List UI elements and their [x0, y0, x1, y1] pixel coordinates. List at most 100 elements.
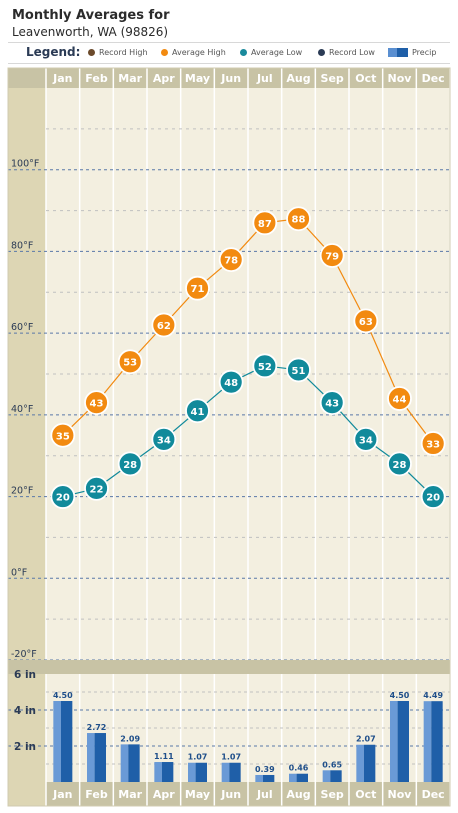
- precip-value-label: 1.07: [221, 753, 241, 762]
- chart-frame: [7, 67, 451, 807]
- average-high-point: [185, 275, 210, 301]
- average-low-value-label: 48: [224, 378, 238, 389]
- average-high-point: [84, 390, 109, 416]
- month-label-top: Dec: [422, 72, 445, 85]
- month-label-top: Oct: [355, 72, 376, 85]
- precip-bar: [330, 770, 342, 782]
- temperature-tick-label: 60°F: [11, 322, 33, 333]
- average-low-value-label: 20: [426, 493, 440, 504]
- average-high-value-label: 35: [56, 431, 70, 442]
- average-high-point: [286, 206, 311, 232]
- precip-bar-light: [120, 744, 129, 782]
- record-low-dot-icon: [318, 49, 325, 56]
- month-label-bottom: Feb: [85, 788, 108, 801]
- precip-value-label: 2.72: [87, 723, 107, 732]
- legend-item-record-low: Record Low: [318, 48, 375, 57]
- month-label-top: Aug: [286, 72, 310, 85]
- temperature-tick-label: 100°F: [11, 159, 39, 170]
- precip-bar: [397, 701, 409, 782]
- precip-bar: [60, 701, 73, 782]
- precip-value-label: 1.11: [154, 752, 174, 761]
- average-low-point: [420, 484, 446, 509]
- chart-separator-band: [8, 660, 450, 674]
- average-high-point: [117, 349, 143, 375]
- month-footer-band: [8, 782, 450, 806]
- month-label-bottom: Apr: [153, 788, 175, 801]
- precip-axis-panel: [8, 674, 46, 782]
- temperature-tick-label: 0°F: [11, 567, 27, 578]
- average-high-value-label: 53: [123, 358, 137, 369]
- average-high-value-label: 44: [393, 395, 407, 406]
- average-high-value-label: 71: [191, 284, 205, 295]
- precip-tick-label: 6 in: [14, 669, 36, 681]
- average-high-point: [420, 431, 446, 456]
- precip-value-label: 4.50: [390, 691, 410, 700]
- average-low-value-label: 43: [325, 399, 339, 410]
- average-high-point: [387, 386, 412, 411]
- average-low-point: [218, 369, 244, 395]
- precip-bar-light: [154, 762, 162, 782]
- average-high-dot-icon: [161, 49, 168, 56]
- month-label-bottom: Oct: [355, 788, 376, 801]
- average-high-value-label: 87: [258, 219, 272, 230]
- chart-title: Monthly Averages for: [12, 8, 170, 23]
- precip-bar-light: [423, 701, 432, 782]
- month-label-bottom: Nov: [388, 788, 413, 801]
- temperature-axis-panel: [8, 88, 46, 660]
- average-high-point: [50, 422, 76, 448]
- precip-bar: [94, 733, 106, 782]
- precip-value-label: 2.09: [120, 734, 140, 743]
- precip-value-label: 4.50: [53, 691, 73, 700]
- precip-swatch-icon: [388, 48, 408, 57]
- precip-bar: [363, 744, 376, 782]
- month-label-bottom: Jul: [256, 788, 273, 801]
- average-low-value-label: 22: [90, 484, 104, 495]
- month-label-top: Nov: [388, 72, 413, 85]
- precip-bar: [161, 762, 174, 782]
- precip-value-label: 0.65: [322, 760, 342, 769]
- record-high-dot-icon: [88, 49, 95, 56]
- precip-bar-light: [221, 762, 230, 782]
- precip-bar-light: [390, 701, 398, 782]
- precip-bar-light: [322, 770, 331, 782]
- month-label-bottom: May: [185, 788, 210, 801]
- legend: Legend: Record High Average High Average…: [8, 42, 450, 64]
- temperature-tick-label: -20°F: [11, 649, 37, 660]
- month-label-bottom: Sep: [321, 788, 344, 801]
- month-label-top: Feb: [85, 72, 108, 85]
- average-low-value-label: 34: [359, 435, 373, 446]
- average-high-point: [252, 210, 278, 236]
- precip-tick-label: 2 in: [14, 741, 36, 753]
- month-label-top: Apr: [153, 72, 175, 85]
- average-high-value-label: 79: [325, 252, 339, 263]
- precip-value-label: 1.07: [188, 753, 208, 762]
- precip-bar: [195, 762, 207, 782]
- precip-bar: [229, 762, 241, 782]
- month-label-top: May: [185, 72, 210, 85]
- temperature-tick-label: 40°F: [11, 404, 33, 415]
- average-low-point: [387, 451, 412, 477]
- month-label-top: Jan: [52, 72, 72, 85]
- legend-label: Legend:: [26, 45, 81, 59]
- average-low-point: [353, 426, 379, 452]
- average-high-value-label: 88: [292, 215, 306, 226]
- month-header-band: [8, 68, 450, 88]
- average-low-point: [286, 357, 311, 383]
- average-high-value-label: 62: [157, 321, 171, 332]
- average-low-value-label: 51: [292, 366, 306, 377]
- legend-item-record-high: Record High: [88, 48, 148, 57]
- month-label-bottom: Mar: [118, 788, 142, 801]
- precip-bar-light: [188, 762, 196, 782]
- legend-item-average-high: Average High: [161, 48, 226, 57]
- precip-bar-light: [255, 774, 263, 782]
- average-low-point: [117, 451, 143, 477]
- location-subtitle: Leavenworth, WA (98826): [12, 25, 169, 39]
- average-high-point: [353, 308, 379, 334]
- precip-bar-light: [53, 701, 61, 782]
- month-label-bottom: Jun: [220, 788, 241, 801]
- average-high-value-label: 33: [426, 439, 440, 450]
- average-high-value-label: 43: [90, 399, 104, 410]
- average-high-point: [151, 312, 177, 338]
- month-label-top: Mar: [118, 72, 142, 85]
